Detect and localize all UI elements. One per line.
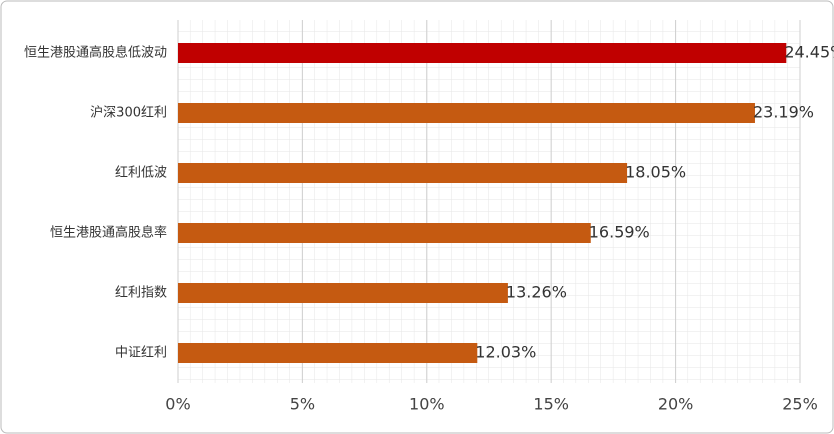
x-tick-label: 10% [409,395,445,414]
bar [178,223,591,243]
bar [178,343,478,363]
y-tick-label: 恒生港股通高股息率 [50,225,167,241]
value-label: 18.05% [625,163,686,182]
bar [178,163,628,183]
y-tick-label: 红利低波 [115,165,167,181]
bar [178,43,787,63]
y-tick-label: 中证红利 [115,345,167,361]
value-label: 16.59% [589,223,650,242]
bar [178,103,755,123]
value-label: 12.03% [475,343,536,362]
y-tick-label: 红利指数 [115,285,167,301]
y-tick-label: 恒生港股通高股息低波动 [24,45,167,61]
value-label: 23.19% [753,103,814,122]
minor-grid [178,20,800,383]
y-tick-label: 沪深300红利 [90,105,167,121]
x-tick-label: 15% [533,395,569,414]
value-label: 24.45% [784,43,834,62]
x-tick-label: 25% [782,395,818,414]
x-tick-label: 20% [658,395,694,414]
x-tick-label: 5% [290,395,315,414]
x-tick-label: 0% [165,395,190,414]
value-label: 13.26% [506,283,567,302]
bar [178,283,508,303]
